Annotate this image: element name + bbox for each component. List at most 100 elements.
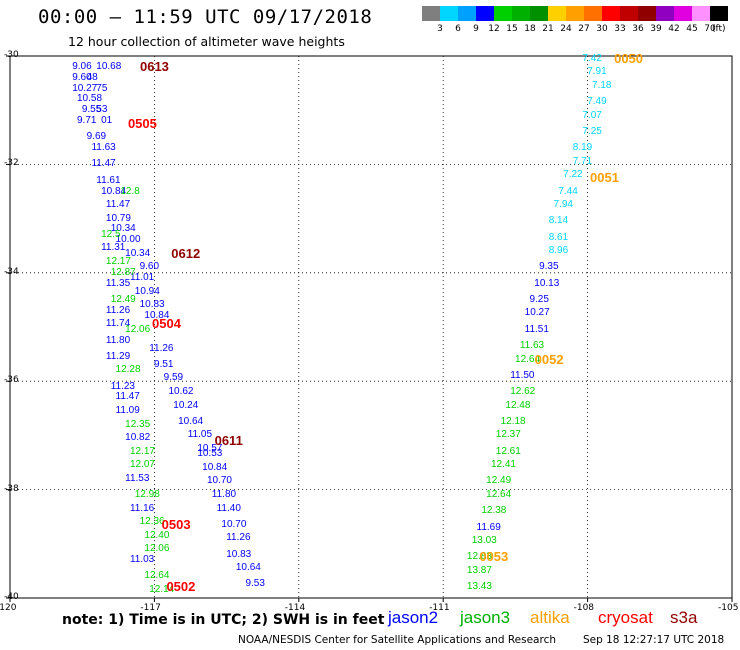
wave-height-value: 10.84 bbox=[202, 461, 228, 473]
wave-height-value: 7.71 bbox=[572, 155, 593, 167]
wave-height-value: 7.07 bbox=[582, 109, 602, 121]
color-scale-swatch bbox=[656, 6, 674, 21]
wave-height-value: 9.51 bbox=[154, 358, 174, 370]
color-scale-swatch bbox=[476, 6, 494, 21]
wave-height-value: 10.27 bbox=[72, 82, 98, 94]
x-axis-label: -111 bbox=[429, 603, 450, 613]
wave-height-value: 9.53 bbox=[245, 578, 265, 590]
color-scale-swatch bbox=[494, 6, 512, 21]
wave-height-value: 12.62 bbox=[510, 386, 536, 398]
wave-height-value: 10.00 bbox=[115, 234, 141, 246]
wave-height-value: 10.58 bbox=[77, 93, 103, 105]
wave-height-value: 01 bbox=[101, 115, 113, 127]
wave-height-value: 9.60 bbox=[139, 261, 160, 273]
color-scale-swatch bbox=[458, 6, 476, 21]
legend-item: cryosat bbox=[598, 608, 653, 627]
pass-label: 0050 bbox=[614, 50, 644, 66]
pass-label: 0502 bbox=[166, 579, 196, 595]
wave-height-value: 9.59 bbox=[163, 372, 184, 384]
wave-height-value: 11.63 bbox=[519, 339, 545, 351]
wave-height-value: 11.61 bbox=[96, 174, 121, 186]
wave-height-value: 12.38 bbox=[481, 505, 507, 517]
wave-height-value: 12.17 bbox=[105, 255, 131, 267]
wave-height-value: 11.26 bbox=[105, 304, 131, 316]
y-axis-label: -32 bbox=[4, 158, 19, 169]
color-scale-swatch bbox=[512, 6, 530, 21]
wave-height-value: 12.64 bbox=[144, 570, 170, 582]
wave-height-value: 10.70 bbox=[221, 518, 247, 530]
wave-height-value: 10.79 bbox=[105, 212, 131, 224]
color-scale-swatch bbox=[602, 6, 620, 21]
color-scale-label: 33 bbox=[614, 24, 626, 34]
wave-height-value: 11.50 bbox=[510, 369, 535, 381]
map-subtitle: 12 hour collection of altimeter wave hei… bbox=[68, 34, 345, 49]
wave-height-value: 12.64 bbox=[515, 353, 541, 365]
wave-height-value: 9.60 bbox=[72, 71, 92, 83]
wave-height-value: 7.22 bbox=[563, 169, 583, 181]
color-scale-label: 21 bbox=[542, 24, 554, 34]
wave-height-value: 11.16 bbox=[129, 502, 155, 514]
wave-height-value: 75 bbox=[96, 82, 108, 94]
wave-height-value: 11.51 bbox=[524, 323, 549, 335]
wave-height-value: 11.80 bbox=[211, 489, 237, 501]
pass-label: 0505 bbox=[127, 115, 157, 131]
wave-height-value: 10.94 bbox=[134, 285, 160, 297]
wave-height-value: 10.82 bbox=[125, 432, 151, 444]
wave-height-value: 53 bbox=[96, 104, 108, 116]
color-scale-label: 18 bbox=[524, 24, 536, 34]
pass-label: 0052 bbox=[534, 351, 564, 367]
wave-height-value: 11.47 bbox=[105, 199, 131, 211]
color-scale-swatch bbox=[584, 6, 602, 21]
wave-height-value: 12.83 bbox=[466, 551, 492, 563]
wave-height-value: 12.07 bbox=[129, 459, 155, 471]
wave-height-value: 12.87 bbox=[110, 266, 136, 278]
timestamp-text: Sep 18 12:27:17 UTC 2018 bbox=[583, 634, 725, 646]
wave-height-value: 12.37 bbox=[495, 429, 521, 441]
color-scale-label: 30 bbox=[596, 24, 608, 34]
wave-height-value: 9.71 bbox=[77, 115, 97, 127]
pass-label: 0611 bbox=[214, 432, 243, 448]
wave-height-value: 11.05 bbox=[187, 429, 213, 441]
color-scale-swatch bbox=[566, 6, 584, 21]
pass-label: 0051 bbox=[590, 169, 619, 185]
x-axis-label: -120 bbox=[0, 603, 17, 613]
color-scale-label: 39 bbox=[650, 24, 662, 34]
color-scale-swatch bbox=[440, 6, 458, 21]
wave-height-value: 10.34 bbox=[125, 247, 151, 259]
pass-label: 0504 bbox=[152, 316, 181, 332]
wave-height-value: 10.27 bbox=[524, 307, 550, 319]
wave-height-value: 12.49 bbox=[486, 475, 512, 487]
wave-height-value: 7.91 bbox=[587, 66, 607, 78]
wave-height-value: 11.03 bbox=[129, 554, 155, 566]
wave-height-value: 48 bbox=[86, 71, 98, 83]
color-scale-label: 45 bbox=[686, 24, 698, 34]
wave-height-value: 12.40 bbox=[144, 529, 170, 541]
wave-height-value: 9.06 bbox=[72, 60, 92, 72]
color-scale-label: 42 bbox=[668, 24, 680, 34]
x-axis-label: -108 bbox=[573, 603, 595, 613]
x-axis-label: -105 bbox=[718, 603, 739, 613]
wave-height-value: 12.98 bbox=[134, 489, 160, 501]
wave-height-value: 11.35 bbox=[105, 277, 131, 289]
wave-height-value: 7.18 bbox=[592, 79, 612, 91]
wave-height-value: 12.36 bbox=[139, 516, 165, 528]
wave-height-value: 13.03 bbox=[471, 535, 497, 547]
wave-height-value: 12.14 bbox=[149, 583, 175, 595]
wave-height-value: 8.96 bbox=[548, 245, 569, 257]
color-scale-swatch bbox=[638, 6, 656, 21]
x-axis-label: -117 bbox=[140, 603, 161, 613]
wave-height-value: 12.28 bbox=[115, 364, 141, 376]
color-scale-label: 3 bbox=[437, 24, 443, 34]
wave-height-value: 10.64 bbox=[235, 562, 261, 574]
color-scale-swatch bbox=[422, 6, 440, 21]
wave-height-value: 10.64 bbox=[178, 415, 204, 427]
color-scale-label: 6 bbox=[455, 24, 461, 34]
wave-height-value: 12.61 bbox=[495, 445, 521, 457]
wave-height-value: 10.68 bbox=[96, 60, 122, 72]
wave-height-value: 8.19 bbox=[572, 142, 593, 154]
color-scale-swatch bbox=[710, 6, 728, 21]
wave-height-value: 10.62 bbox=[168, 386, 194, 398]
wave-height-value: 11.26 bbox=[149, 342, 174, 354]
wave-height-value: 9.35 bbox=[539, 261, 559, 273]
wave-height-value: 11.80 bbox=[105, 334, 131, 346]
